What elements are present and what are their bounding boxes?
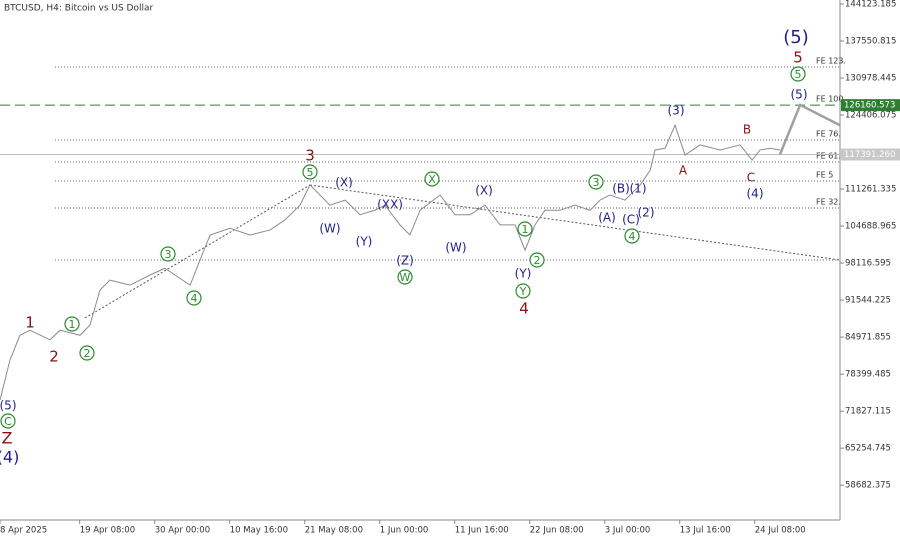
wave-circle xyxy=(302,164,318,180)
wave-label: 3 xyxy=(165,248,172,261)
fib-label: FE 5 xyxy=(816,171,833,180)
wave-label: (4) xyxy=(0,448,19,467)
wave-circle xyxy=(529,252,545,268)
x-tick-label: 24 Jul 08:00 xyxy=(755,526,806,536)
price-line xyxy=(0,123,781,401)
projection-line xyxy=(778,103,841,155)
wave-circle xyxy=(186,290,202,306)
fib-label: FE 100. xyxy=(816,95,846,104)
wave-label: (C) xyxy=(622,213,640,227)
fib-label: FE 61. xyxy=(816,152,841,161)
y-tick-label: 144123.185 xyxy=(845,0,896,9)
wave-label: (W) xyxy=(445,241,466,255)
wave-label: 2 xyxy=(49,348,59,366)
x-tick-label: 10 May 16:00 xyxy=(230,526,288,536)
x-tick-label: 19 Apr 08:00 xyxy=(80,526,135,536)
wave-label: (B) xyxy=(612,182,630,196)
y-tick-label: 65254.745 xyxy=(845,444,891,454)
wave-label: Z xyxy=(2,429,13,448)
x-tick-label: 30 Apr 00:00 xyxy=(155,526,210,536)
current-price-box xyxy=(841,148,900,161)
wave-circle xyxy=(79,345,95,361)
wave-label: C xyxy=(747,171,755,185)
wave-circle xyxy=(515,283,531,299)
chart-title: BTCUSD, H4: Bitcoin vs US Dollar xyxy=(4,4,153,14)
wave-label: Y xyxy=(519,285,527,298)
trend-line xyxy=(84,184,311,319)
wave-label: 3 xyxy=(593,176,600,189)
y-tick-label: 91544.225 xyxy=(845,296,891,306)
wave-label: B xyxy=(743,123,751,137)
wave-label: (Y) xyxy=(515,267,532,281)
x-tick-label: 1 Jun 00:00 xyxy=(380,526,429,536)
x-tick-label: 21 May 08:00 xyxy=(305,526,363,536)
wave-circle xyxy=(160,246,176,262)
wave-label: 2 xyxy=(534,254,541,267)
wave-circle xyxy=(790,66,806,82)
y-tick-label: 137550.815 xyxy=(845,36,896,46)
target-label-box xyxy=(841,99,900,112)
fib-label: FE 76. xyxy=(816,130,841,139)
x-tick-label: 8 Apr 2025 xyxy=(0,526,47,536)
wave-label: (X) xyxy=(335,176,353,190)
wave-label: 4 xyxy=(629,230,636,243)
wave-label: 4 xyxy=(519,300,529,318)
wave-label: 5 xyxy=(307,166,314,179)
wave-circle xyxy=(0,413,16,429)
wave-circle xyxy=(64,316,80,332)
wave-label: (A) xyxy=(598,211,616,225)
wave-label: 3 xyxy=(305,147,315,165)
wave-label: 5 xyxy=(793,49,803,67)
fib-label: FE 32. xyxy=(816,197,841,206)
x-tick-label: 3 Jul 00:00 xyxy=(605,526,651,536)
current-price-label: 117391.260 xyxy=(844,150,895,160)
wave-label: 4 xyxy=(191,292,198,305)
target-label: 126160.573 xyxy=(844,101,895,111)
wave-label: C xyxy=(4,415,12,428)
wave-label: 2 xyxy=(84,347,91,360)
wave-label: 1 xyxy=(522,223,529,236)
x-tick-label: 13 Jul 16:00 xyxy=(680,526,731,536)
wave-circle xyxy=(397,269,413,285)
wave-label: (4) xyxy=(747,187,764,201)
wave-label: (Y) xyxy=(356,235,373,249)
wave-label: W xyxy=(400,271,411,284)
x-tick-label: 22 Jun 08:00 xyxy=(530,526,584,536)
fib-label: FE 123. xyxy=(816,57,846,66)
wave-label: (Z) xyxy=(396,254,414,268)
wave-label: (2) xyxy=(638,206,655,220)
trend-line xyxy=(309,184,841,261)
y-tick-label: 58682.375 xyxy=(845,481,891,491)
y-tick-label: 124406.075 xyxy=(845,111,896,121)
y-tick-label: 78399.485 xyxy=(845,370,891,380)
wave-label: (XX) xyxy=(377,198,403,212)
wave-label: 5 xyxy=(795,68,802,81)
y-tick-label: 98116.595 xyxy=(845,259,891,269)
wave-circle xyxy=(624,228,640,244)
wave-label: (1) xyxy=(630,182,647,196)
wave-label: (3) xyxy=(668,104,685,118)
wave-circle xyxy=(517,221,533,237)
x-tick-label: 11 Jun 16:00 xyxy=(455,526,509,536)
wave-label: (5) xyxy=(783,27,809,48)
wave-label: X xyxy=(428,173,436,186)
wave-label: 1 xyxy=(69,318,76,331)
y-tick-label: 130978.445 xyxy=(845,74,896,84)
wave-label: (W) xyxy=(319,222,340,236)
wave-label: 1 xyxy=(25,314,35,332)
wave-circle xyxy=(588,174,604,190)
wave-label: A xyxy=(679,164,688,178)
wave-label: (5) xyxy=(791,88,808,102)
y-tick-label: 71827.115 xyxy=(845,407,891,417)
wave-label: (X) xyxy=(475,184,493,198)
y-tick-label: 84971.855 xyxy=(845,333,891,343)
y-tick-label: 111261.335 xyxy=(845,185,896,195)
y-tick-label: 104688.965 xyxy=(845,222,896,232)
wave-circle xyxy=(424,171,440,187)
wave-label: (5) xyxy=(0,399,17,413)
